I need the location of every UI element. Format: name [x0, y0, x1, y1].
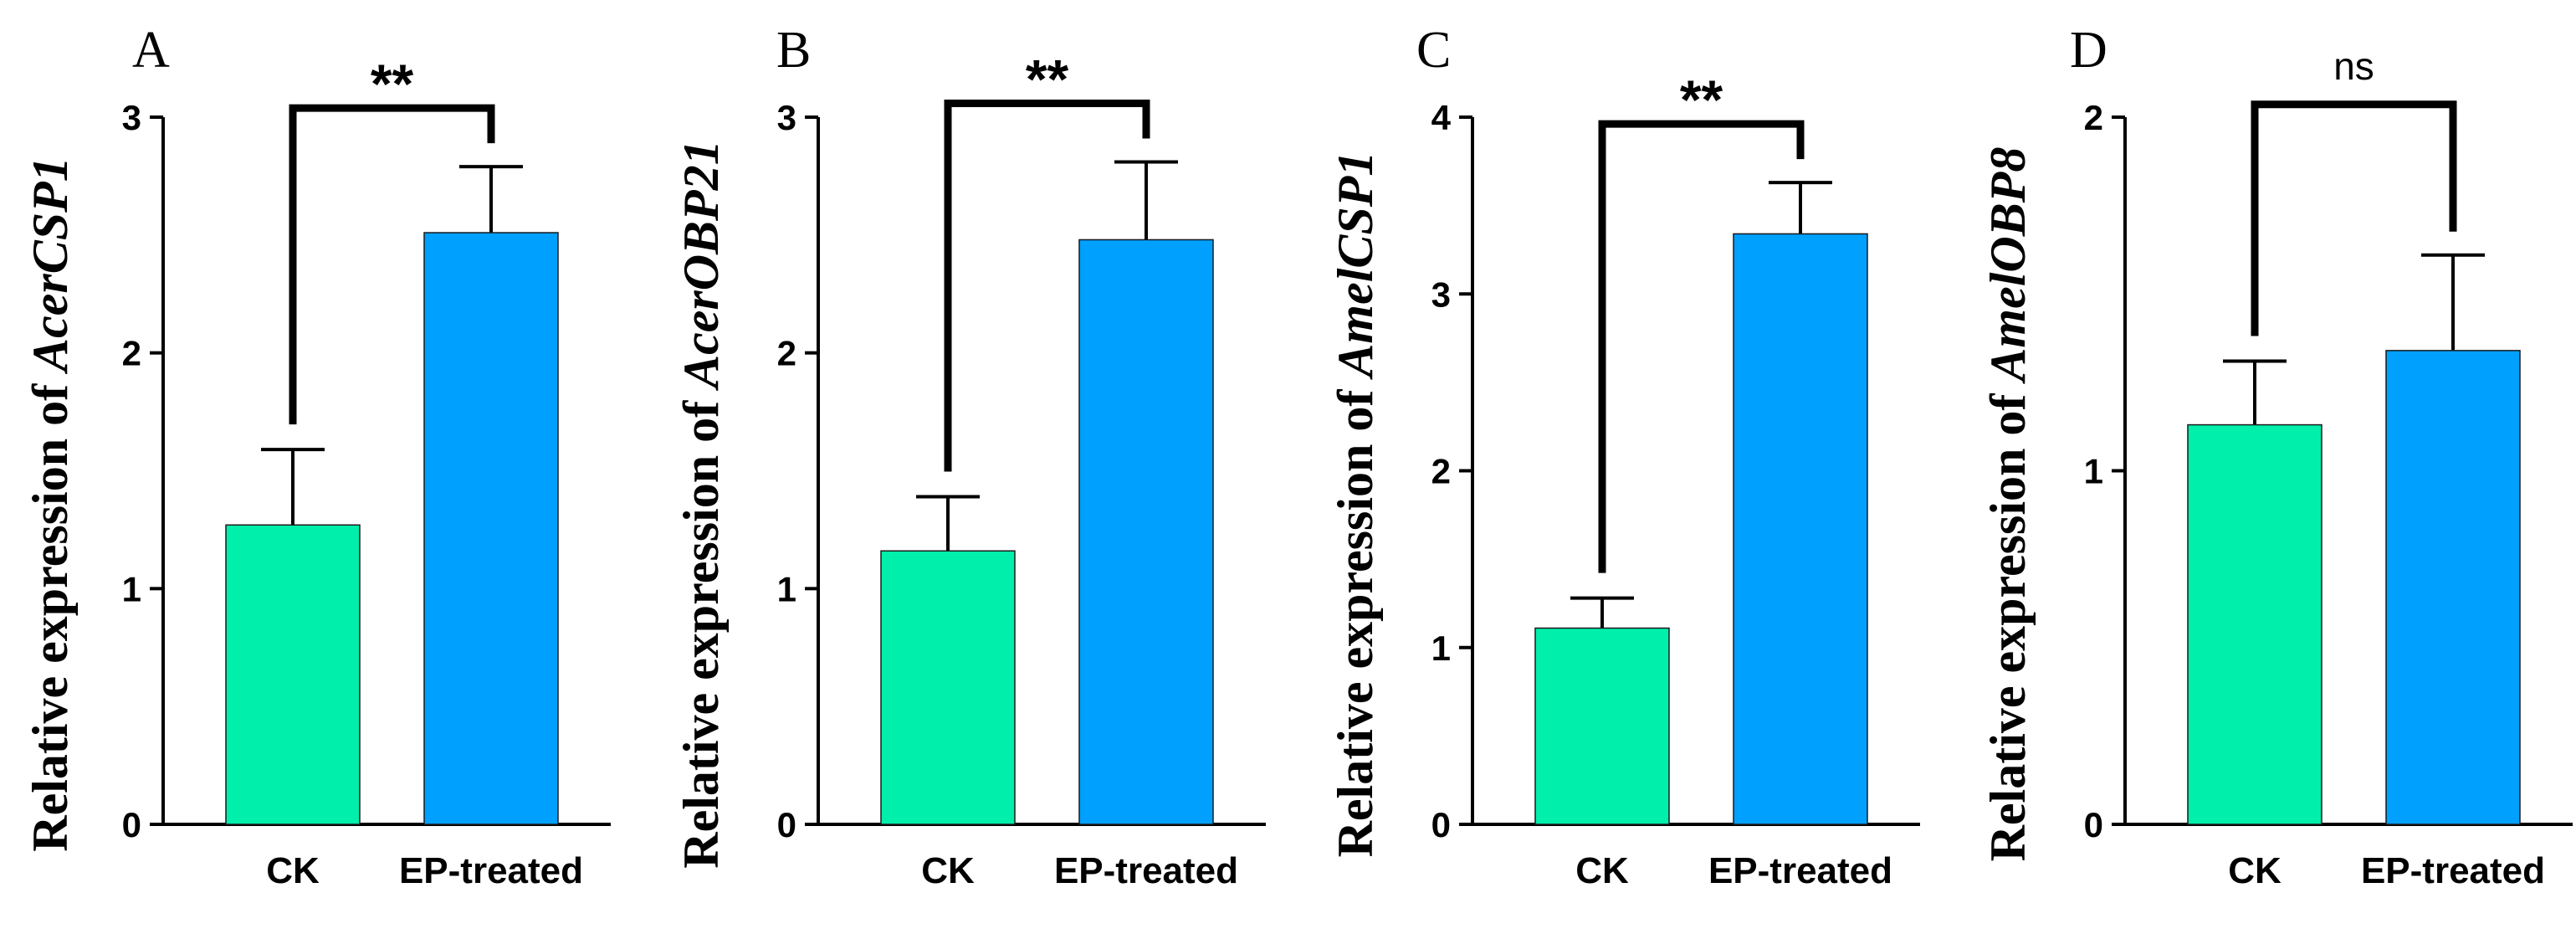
- y-axis-label: Relative expression of AcerOBP21: [673, 140, 729, 868]
- y-tick-label: 1: [2084, 452, 2103, 491]
- x-category-label: EP-treated: [399, 850, 583, 891]
- y-tick-label: 1: [1431, 629, 1451, 668]
- significance-bracket: [289, 104, 495, 425]
- y-tick-label: 2: [777, 334, 796, 373]
- x-category-label: EP-treated: [1054, 850, 1238, 891]
- panel-b: B Relative expression of AcerOBP21 0 1 2 3 CK E…: [673, 22, 1266, 891]
- significance-label: **: [371, 53, 414, 115]
- y-tick-label: 2: [2084, 98, 2103, 137]
- bar-ep-treated: [423, 232, 559, 825]
- y-tick-label: 3: [1431, 275, 1451, 314]
- y-tick-label: 2: [1431, 452, 1451, 491]
- significance-label: **: [1680, 69, 1723, 131]
- bar-ep-treated: [1733, 233, 1868, 825]
- y-axis-label-prefix: Relative expression of: [1328, 377, 1383, 858]
- y-axis-label-gene: AcerCSP1: [23, 156, 78, 375]
- panel-d: D Relative expression of AmelOBP8 0 1 2 CK EP-…: [1980, 22, 2573, 891]
- y-axis-label-prefix: Relative expression of: [673, 388, 729, 869]
- panel-a: A Relative expression of AcerCSP1 0 1 2 3 CK EP…: [23, 22, 611, 891]
- bar-ep-treated: [2385, 350, 2521, 825]
- panel-c: C Relative expression of AmelCSP1 0 1 2 3 4 CK E…: [1328, 22, 1920, 891]
- bar-ck: [880, 550, 1016, 825]
- significance-bracket: [2251, 100, 2457, 336]
- y-axis-label-gene: AmelCSP1: [1328, 151, 1383, 381]
- y-tick-label: 0: [2084, 805, 2103, 844]
- significance-label: ns: [2333, 44, 2374, 88]
- x-category-label: EP-treated: [1708, 850, 1892, 891]
- panel-letter: D: [2070, 22, 2107, 79]
- y-tick-label: 4: [1431, 98, 1452, 137]
- panel-letter: A: [132, 22, 170, 79]
- y-axis-label-gene: AcerOBP21: [673, 140, 729, 392]
- y-tick-label: 3: [777, 98, 796, 137]
- x-category-label: CK: [266, 850, 320, 891]
- bar-ck: [1534, 627, 1670, 825]
- x-category-label: CK: [921, 850, 975, 891]
- y-tick-label: 0: [1431, 805, 1451, 844]
- significance-label: **: [1026, 49, 1069, 110]
- significance-bracket: [944, 100, 1150, 472]
- y-tick-label: 0: [777, 805, 796, 844]
- bar-ck: [225, 524, 361, 825]
- y-axis-label-prefix: Relative expression of: [1980, 382, 2036, 862]
- x-category-label: CK: [2228, 850, 2282, 891]
- x-category-label: CK: [1575, 850, 1629, 891]
- y-tick-label: 2: [122, 334, 141, 373]
- panel-letter: C: [1416, 22, 1451, 79]
- significance-bracket: [1598, 120, 1805, 573]
- y-axis-label: Relative expression of AmelOBP8: [1980, 147, 2036, 862]
- panels: A Relative expression of AcerCSP1 0 1 2 3 CK EP…: [23, 22, 2573, 891]
- y-axis-label-gene: AmelOBP8: [1980, 147, 2036, 385]
- y-axis-label-prefix: Relative expression of: [23, 372, 78, 852]
- panel-letter: B: [776, 22, 811, 79]
- y-tick-label: 3: [122, 98, 141, 137]
- y-tick-label: 1: [122, 569, 141, 608]
- y-axis-label: Relative expression of AmelCSP1: [1328, 151, 1383, 858]
- bar-ck: [2187, 423, 2322, 825]
- y-tick-label: 1: [777, 569, 796, 608]
- y-tick-label: 0: [122, 805, 141, 844]
- y-axis-label: Relative expression of AcerCSP1: [23, 156, 78, 851]
- bar-ep-treated: [1078, 239, 1214, 825]
- x-category-label: EP-treated: [2361, 850, 2545, 891]
